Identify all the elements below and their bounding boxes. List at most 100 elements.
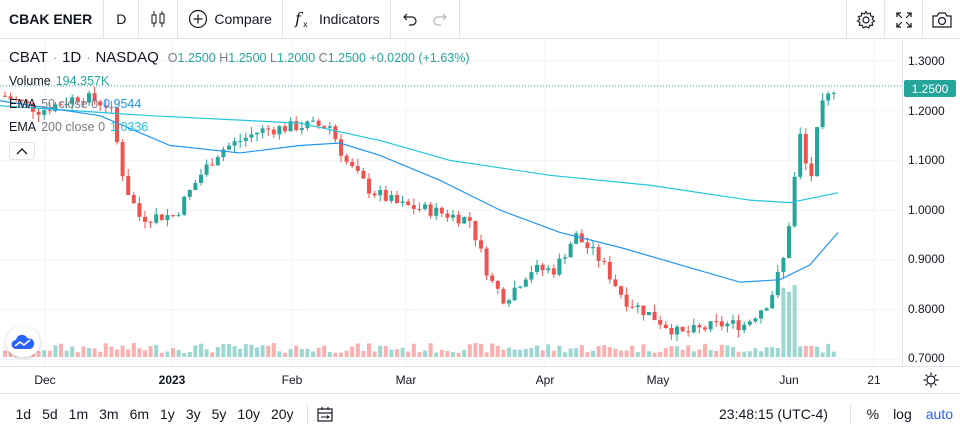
candle-body xyxy=(770,295,775,309)
candle-body xyxy=(367,178,371,194)
candle-body xyxy=(400,201,405,203)
time-scale[interactable] xyxy=(0,366,960,394)
log-scale-toggle[interactable]: log xyxy=(893,406,912,422)
candle-body xyxy=(815,127,819,177)
time-tick: Dec xyxy=(34,373,56,387)
clock-timezone[interactable]: 23:48:15 (UTC-4) xyxy=(719,406,828,422)
candle-body xyxy=(596,247,601,261)
volume-bar xyxy=(719,344,724,357)
candle-body xyxy=(703,327,707,330)
gear-icon xyxy=(856,9,875,29)
tradingview-logo[interactable] xyxy=(6,327,40,357)
legend-collapse-button[interactable] xyxy=(9,142,35,160)
range-3y[interactable]: 3y xyxy=(185,406,201,422)
snapshot-button[interactable] xyxy=(922,0,960,39)
auto-scale-toggle[interactable]: auto xyxy=(925,406,953,422)
candle-body xyxy=(540,264,545,271)
candle-body xyxy=(686,331,691,333)
volume-bar xyxy=(53,345,58,357)
volume-bar xyxy=(680,349,685,357)
range-5d[interactable]: 5d xyxy=(42,406,58,422)
range-10y[interactable]: 10y xyxy=(237,406,260,422)
timescale-settings-button[interactable] xyxy=(923,372,939,393)
candle-body xyxy=(663,324,668,329)
fullscreen-button[interactable] xyxy=(884,0,922,39)
volume-bar xyxy=(512,349,517,357)
compare-button[interactable]: Compare xyxy=(178,0,283,39)
symbol-legend-row: CBAT · 1D · NASDAQ O1.2500 H1.2500 L1.20… xyxy=(9,49,470,66)
time-tick: May xyxy=(646,373,670,387)
symbol-name[interactable]: CBAK ENER xyxy=(9,11,93,27)
volume-bar xyxy=(367,343,371,357)
volume-bar xyxy=(820,352,825,357)
range-20y[interactable]: 20y xyxy=(270,406,294,422)
range-1m[interactable]: 1m xyxy=(68,406,89,422)
volume-label: Volume xyxy=(9,73,51,88)
candle-body xyxy=(36,111,41,115)
price-chart[interactable] xyxy=(0,39,903,366)
candle-body xyxy=(826,93,831,101)
candle-body xyxy=(820,100,825,128)
settings-button[interactable] xyxy=(846,0,884,39)
range-1y[interactable]: 1y xyxy=(160,406,175,422)
volume-bar xyxy=(540,350,545,357)
svg-text:x: x xyxy=(303,20,308,29)
interval-selector[interactable]: D xyxy=(104,0,140,39)
volume-bar xyxy=(624,350,629,357)
volume-bar xyxy=(249,344,254,357)
toolbar-right xyxy=(846,0,960,39)
candle-body xyxy=(271,129,276,135)
volume-bar xyxy=(451,352,455,357)
date-range-list: 1d 5d 1m 3m 6m 1y 3y 5y 10y 20y xyxy=(0,404,334,424)
candle-body xyxy=(25,101,30,104)
candle-body xyxy=(395,195,399,203)
volume-bar xyxy=(523,348,528,357)
volume-bar xyxy=(563,352,567,357)
candle-body xyxy=(451,214,455,218)
volume-bar xyxy=(154,344,159,357)
candle-body xyxy=(635,305,640,308)
interval-label[interactable]: D xyxy=(116,11,127,27)
candle-body xyxy=(507,300,511,304)
goto-date-button[interactable] xyxy=(316,405,334,423)
candle-body xyxy=(327,126,332,128)
volume-bar xyxy=(697,349,702,357)
volume-bar xyxy=(484,352,489,357)
volume-bar xyxy=(815,346,819,357)
chart-type-button[interactable] xyxy=(139,0,179,39)
candle-body xyxy=(227,145,231,150)
range-6m[interactable]: 6m xyxy=(129,406,150,422)
candle-body xyxy=(361,170,366,179)
percent-scale-toggle[interactable]: % xyxy=(866,406,880,422)
plus-circle-icon xyxy=(189,9,208,29)
symbol-search[interactable]: CBAK ENER xyxy=(0,0,105,39)
volume-bar xyxy=(652,352,657,357)
volume-bar xyxy=(271,343,276,357)
candle-body xyxy=(64,104,69,106)
range-3m[interactable]: 3m xyxy=(99,406,119,422)
candle-body xyxy=(333,126,338,140)
volume-bar xyxy=(215,346,220,357)
volume-bar xyxy=(327,351,332,357)
volume-bar xyxy=(36,351,41,357)
candle-body xyxy=(53,104,58,112)
candle-body xyxy=(171,215,175,217)
volume-bar xyxy=(574,348,579,357)
volume-bar xyxy=(221,343,226,357)
ema50-params: 50 close 0 xyxy=(41,96,99,111)
volume-bar xyxy=(109,346,114,357)
range-5y[interactable]: 5y xyxy=(211,406,227,422)
candle-body xyxy=(473,220,478,241)
candle-body xyxy=(59,104,63,106)
redo-button[interactable] xyxy=(427,0,453,39)
undo-button[interactable] xyxy=(397,0,423,39)
candle-body xyxy=(182,196,187,215)
chart-pane[interactable] xyxy=(0,39,903,366)
volume-bar xyxy=(406,351,411,357)
range-1d[interactable]: 1d xyxy=(15,406,32,422)
compare-label: Compare xyxy=(214,11,272,27)
candle-body xyxy=(42,110,47,115)
ema50-line xyxy=(0,100,839,283)
candle-body xyxy=(81,101,86,103)
